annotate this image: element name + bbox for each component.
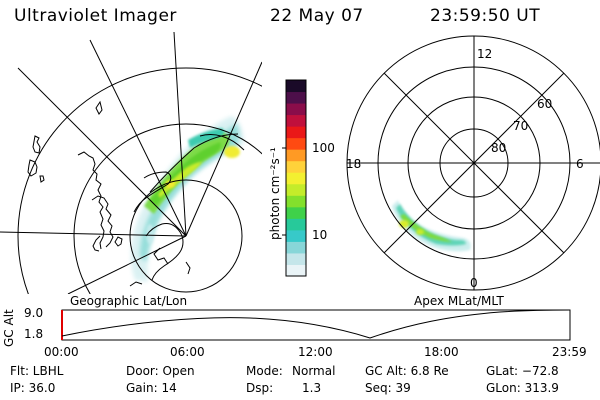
colorbar-unit-label: photon cm⁻²s⁻¹ (268, 147, 282, 240)
dsp-value: 1.3 (302, 381, 322, 395)
auroral-oval-polar (392, 200, 471, 252)
altitude-ymin: 1.8 (24, 327, 44, 341)
colorbar-gradient (286, 80, 306, 277)
colorbar-cell (286, 195, 306, 208)
altitude-curve (61, 309, 571, 339)
colorbar-tick-100: 100 (312, 141, 335, 155)
colorbar-cell (286, 103, 306, 116)
colorbar-cell (286, 80, 306, 93)
colorbar-cell (286, 183, 306, 196)
colorbar-cell (286, 241, 306, 254)
date-label: 22 May 07 (270, 6, 364, 26)
apex-polar-plot (346, 35, 600, 291)
instrument-title: Ultraviolet Imager (14, 6, 177, 26)
colorbar-cell (286, 137, 306, 150)
colorbar-cell (286, 218, 306, 231)
altitude-ymax: 9.0 (24, 306, 44, 320)
altitude-plot (61, 309, 571, 341)
colorbar-cell (286, 172, 306, 185)
mode-value: Normal (292, 364, 336, 378)
colorbar-cell (286, 229, 306, 242)
time-tick-0000: 00:00 (44, 345, 79, 359)
mlt-label-12: 12 (477, 47, 493, 61)
dsp-key: Dsp: (246, 381, 274, 395)
glat-readout: GLat: −72.8 (486, 364, 559, 378)
door-readout: Door: Open (126, 364, 195, 378)
geo-panel-label: Geographic Lat/Lon (70, 294, 188, 308)
time-tick-1200: 12:00 (298, 345, 333, 359)
mlat-label-60: 60 (537, 97, 553, 111)
colorbar-cell (286, 264, 306, 277)
colorbar-tick-10: 10 (312, 228, 328, 242)
gain-readout: Gain: 14 (126, 381, 177, 395)
mlat-label-70: 70 (513, 119, 529, 133)
gc-alt-readout: GC Alt: 6.8 Re (365, 364, 449, 378)
mlt-label-6: 6 (576, 157, 584, 171)
colorbar (282, 79, 307, 277)
day-night-terminator (199, 134, 245, 151)
colorbar-cell (286, 206, 306, 219)
colorbar-cell (286, 252, 306, 265)
colorbar-cell (286, 126, 306, 139)
colorbar-frame (285, 79, 307, 277)
filter-readout: Flt: LBHL (10, 364, 64, 378)
time-tick-1800: 18:00 (424, 345, 459, 359)
mlt-label-0: 0 (470, 276, 478, 290)
glon-readout: GLon: 313.9 (486, 381, 559, 395)
time-label: 23:59:50 UT (430, 6, 541, 26)
time-tick-2359: 23:59 (552, 345, 587, 359)
mode-key: Mode: (246, 364, 283, 378)
mlat-label-80: 80 (491, 141, 507, 155)
altitude-ylabel: GC Alt (2, 309, 16, 347)
colorbar-cell (286, 91, 306, 104)
mlt-label-18: 18 (346, 157, 362, 171)
polar-panel-label: Apex MLat/MLT (414, 294, 504, 308)
polar-grid (346, 35, 600, 291)
colorbar-cell (286, 149, 306, 162)
colorbar-cell (286, 160, 306, 173)
seq-readout: Seq: 39 (365, 381, 411, 395)
time-tick-0600: 06:00 (170, 345, 205, 359)
geographic-map (0, 32, 262, 294)
geo-grid (0, 32, 262, 294)
ip-readout: IP: 36.0 (10, 381, 56, 395)
colorbar-cell (286, 114, 306, 127)
